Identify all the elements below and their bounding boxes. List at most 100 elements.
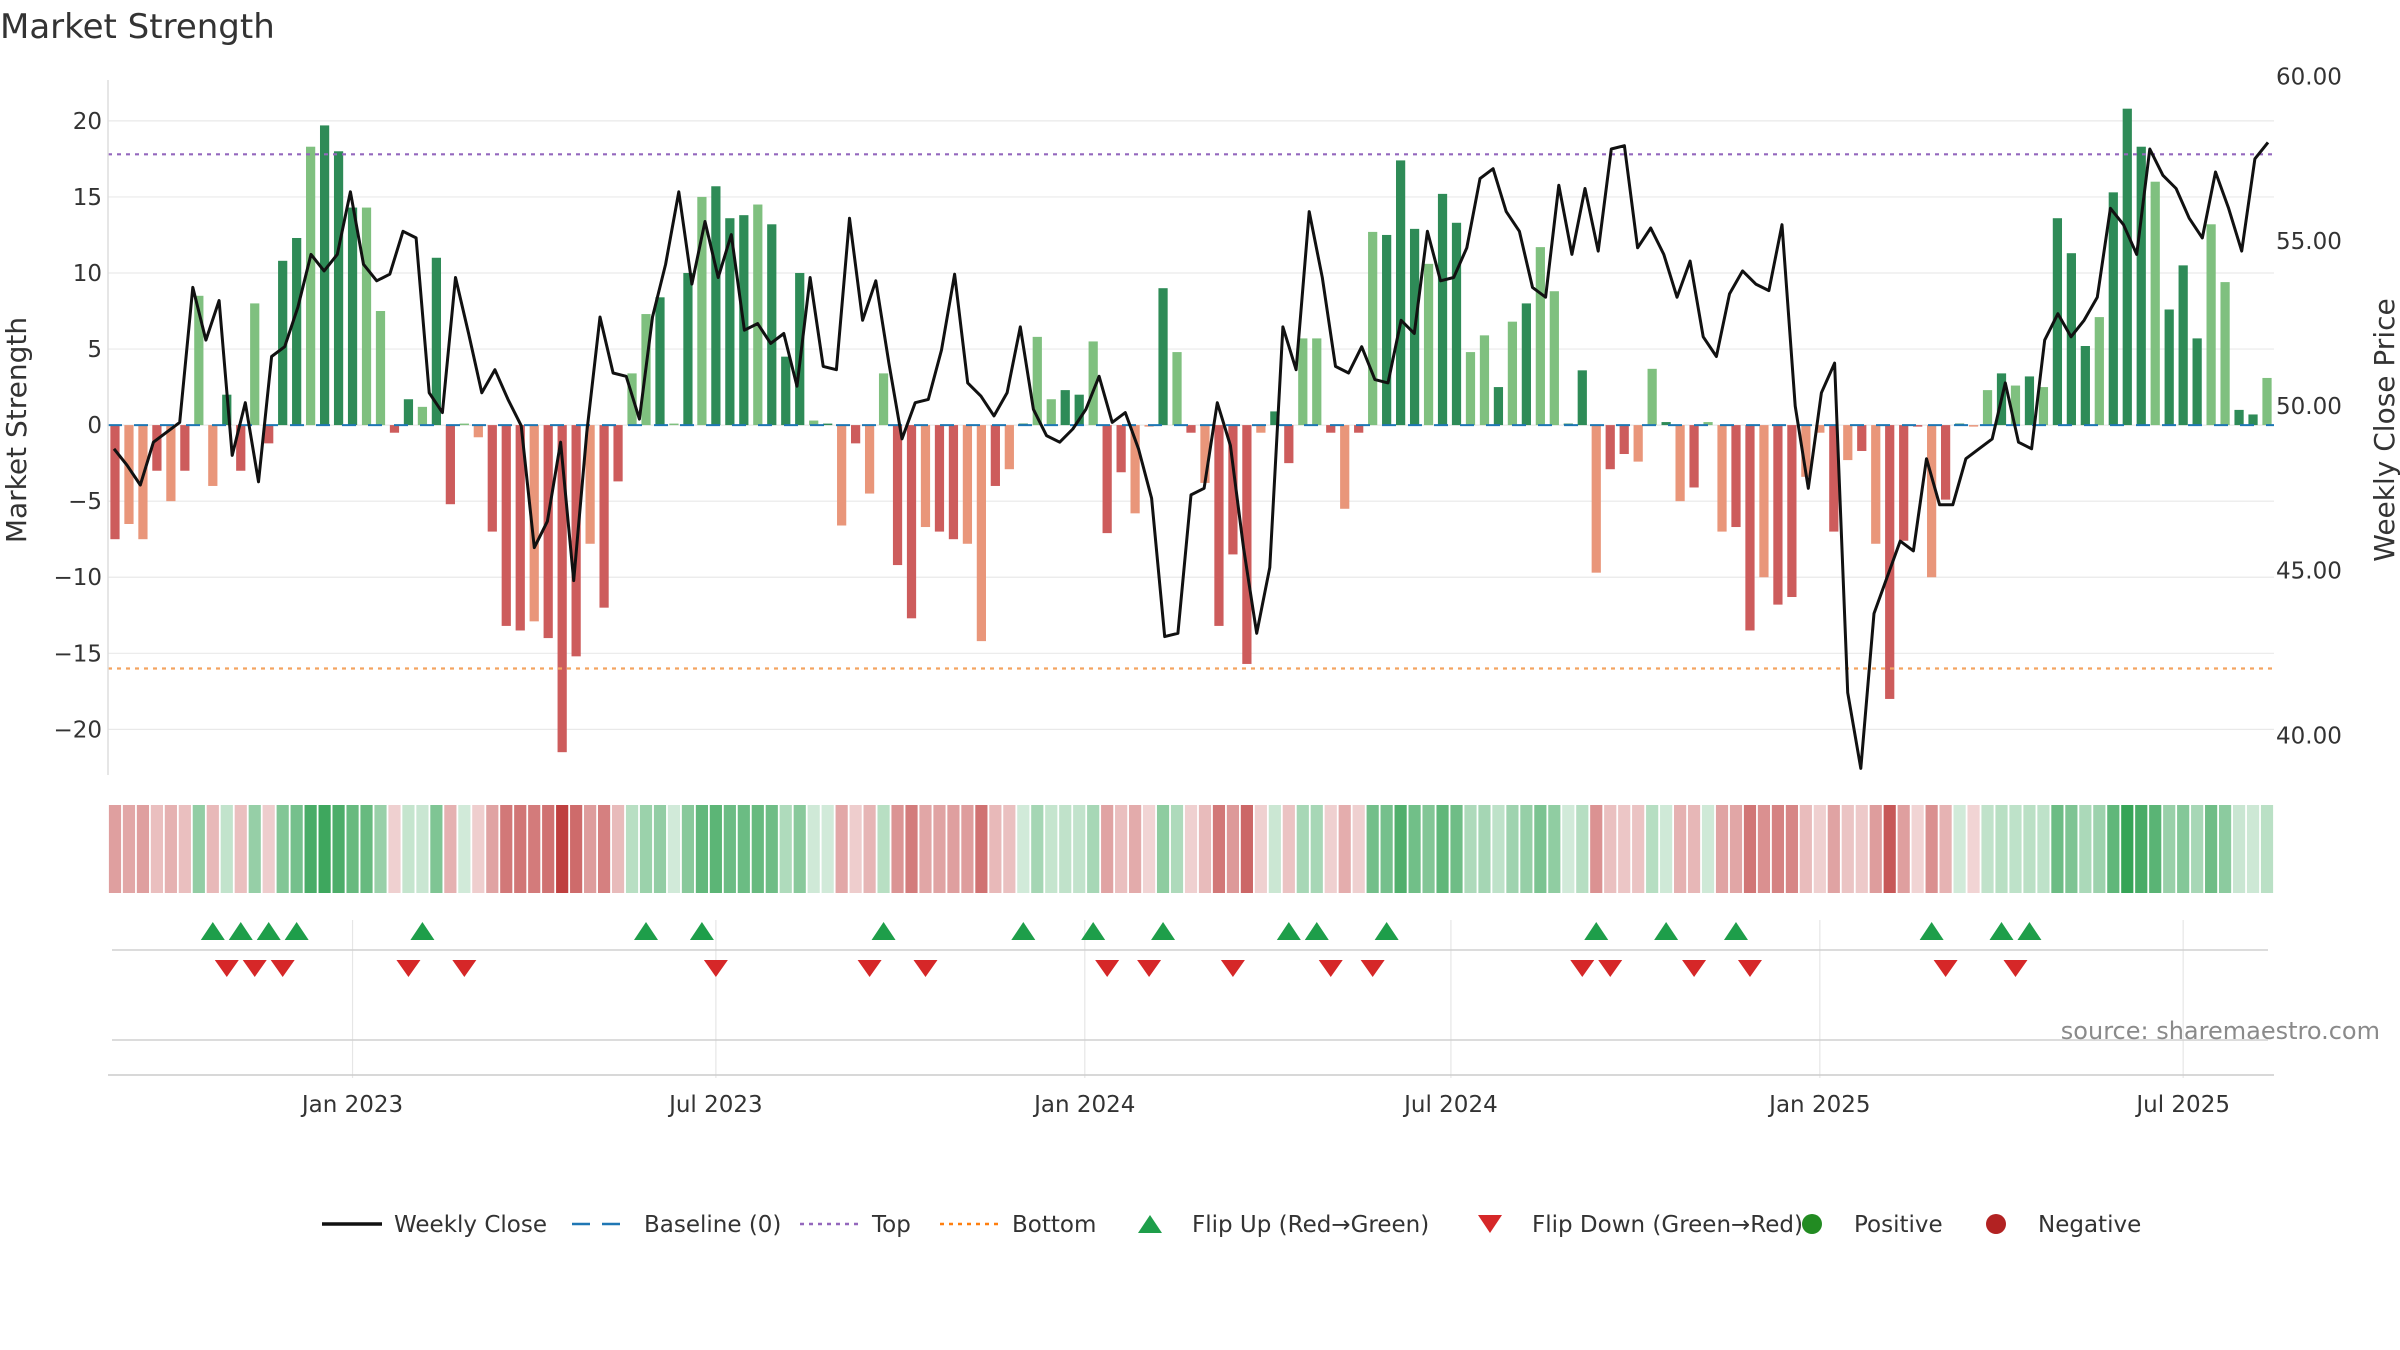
strength-bar <box>1423 263 1434 426</box>
heat-cell <box>1031 805 1044 893</box>
heat-cell <box>1296 805 1309 893</box>
strength-bar <box>2108 192 2118 426</box>
heat-cell <box>164 805 177 893</box>
heat-cell <box>178 805 191 893</box>
legend-swatch-triangle-down <box>1478 1215 1502 1233</box>
strength-bar <box>864 425 875 494</box>
heat-cell <box>1632 805 1645 893</box>
strength-bar <box>515 425 525 631</box>
heat-cell <box>2205 805 2218 893</box>
heat-cell <box>1129 805 1142 893</box>
strength-bar <box>1871 425 1881 544</box>
heat-cell <box>2023 805 2036 893</box>
strength-bar <box>1927 425 1937 578</box>
strength-bar <box>711 186 721 426</box>
strength-bar <box>1507 321 1518 426</box>
strength-bar <box>1479 335 1490 426</box>
heat-cell <box>2093 805 2106 893</box>
strength-bar <box>851 425 861 444</box>
heat-cell <box>765 805 778 893</box>
heat-cell <box>1506 805 1519 893</box>
strength-bar <box>1857 425 1867 451</box>
heat-cell <box>1925 805 1938 893</box>
heat-cell <box>542 805 555 893</box>
heat-cell <box>1660 805 1673 893</box>
strength-bar <box>1437 193 1448 426</box>
legend-item: Positive <box>1802 1212 1943 1238</box>
heat-cell <box>122 805 136 893</box>
heat-cell <box>2149 805 2162 893</box>
heat-cell <box>1701 805 1715 893</box>
heat-cell <box>2121 805 2134 893</box>
heat-cell <box>1799 805 1812 893</box>
heat-cell <box>2065 805 2078 893</box>
heat-cell <box>835 805 848 893</box>
strength-bar <box>152 425 162 471</box>
flip-down-marker <box>1570 960 1595 977</box>
flip-down-marker <box>1682 960 1707 977</box>
flip-up-marker <box>284 922 309 940</box>
strength-bar <box>361 207 372 426</box>
heat-cell <box>276 805 289 893</box>
flip-down-marker <box>242 960 267 977</box>
strength-bar <box>2122 108 2132 426</box>
heat-cell <box>500 805 513 893</box>
heat-cell <box>1394 805 1407 893</box>
strength-bar <box>697 196 707 426</box>
heat-cell <box>1604 805 1617 893</box>
strength-bar <box>1046 399 1056 426</box>
strength-bar <box>1465 352 1476 426</box>
strength-bar <box>1242 425 1252 664</box>
heat-cell <box>1366 805 1379 893</box>
flip-down-marker <box>1933 960 1958 977</box>
heat-cell <box>1618 805 1631 893</box>
flip-up-marker <box>1919 922 1944 940</box>
heat-cell <box>2135 805 2148 893</box>
flip-up-marker <box>1304 922 1329 940</box>
heat-cell <box>1995 805 2008 893</box>
y-tick-left-label: −10 <box>53 565 102 591</box>
strength-bar <box>1703 422 1713 426</box>
flip-down-marker <box>1318 960 1343 977</box>
heat-cell <box>975 805 988 893</box>
flip-markers-panel <box>112 922 2268 977</box>
heat-cell <box>1911 805 1924 893</box>
heat-cell <box>1492 805 1505 893</box>
strength-bar <box>306 146 316 426</box>
strength-bar <box>1675 425 1685 502</box>
heat-cell <box>290 805 303 893</box>
y-tick-right-label: 55.00 <box>2276 229 2342 255</box>
heat-cell <box>444 805 457 893</box>
y-tick-left-label: −15 <box>53 641 102 667</box>
strength-bar <box>1396 160 1406 426</box>
heat-cell <box>486 805 499 893</box>
heat-cell <box>2009 805 2022 893</box>
heat-cell <box>1548 805 1561 893</box>
heat-cell <box>1101 805 1114 893</box>
flip-down-marker <box>1220 960 1245 977</box>
weekly-close-line <box>112 141 2270 770</box>
heat-cell <box>2107 805 2120 893</box>
strength-bar <box>1382 234 1392 426</box>
strength-bar <box>375 311 386 426</box>
heat-cell <box>584 805 597 893</box>
heat-cell <box>1408 805 1421 893</box>
strength-bar <box>529 425 539 622</box>
strength-bar <box>1661 422 1671 426</box>
heat-cell <box>695 805 708 893</box>
y-tick-right-label: 50.00 <box>2276 394 2342 420</box>
heat-cell <box>1785 805 1798 893</box>
strength-bar <box>1158 288 1168 426</box>
strength-bar <box>976 425 986 642</box>
flip-up-marker <box>1989 922 2014 940</box>
heat-cell <box>891 805 904 893</box>
heat-cell <box>150 805 163 893</box>
strength-bar <box>389 425 400 433</box>
heat-cell <box>1436 805 1449 893</box>
heat-cell <box>416 805 429 893</box>
heat-cell <box>1967 805 1980 893</box>
heat-cell <box>639 805 653 893</box>
flip-up-marker <box>228 922 253 940</box>
heat-cell <box>402 805 415 893</box>
